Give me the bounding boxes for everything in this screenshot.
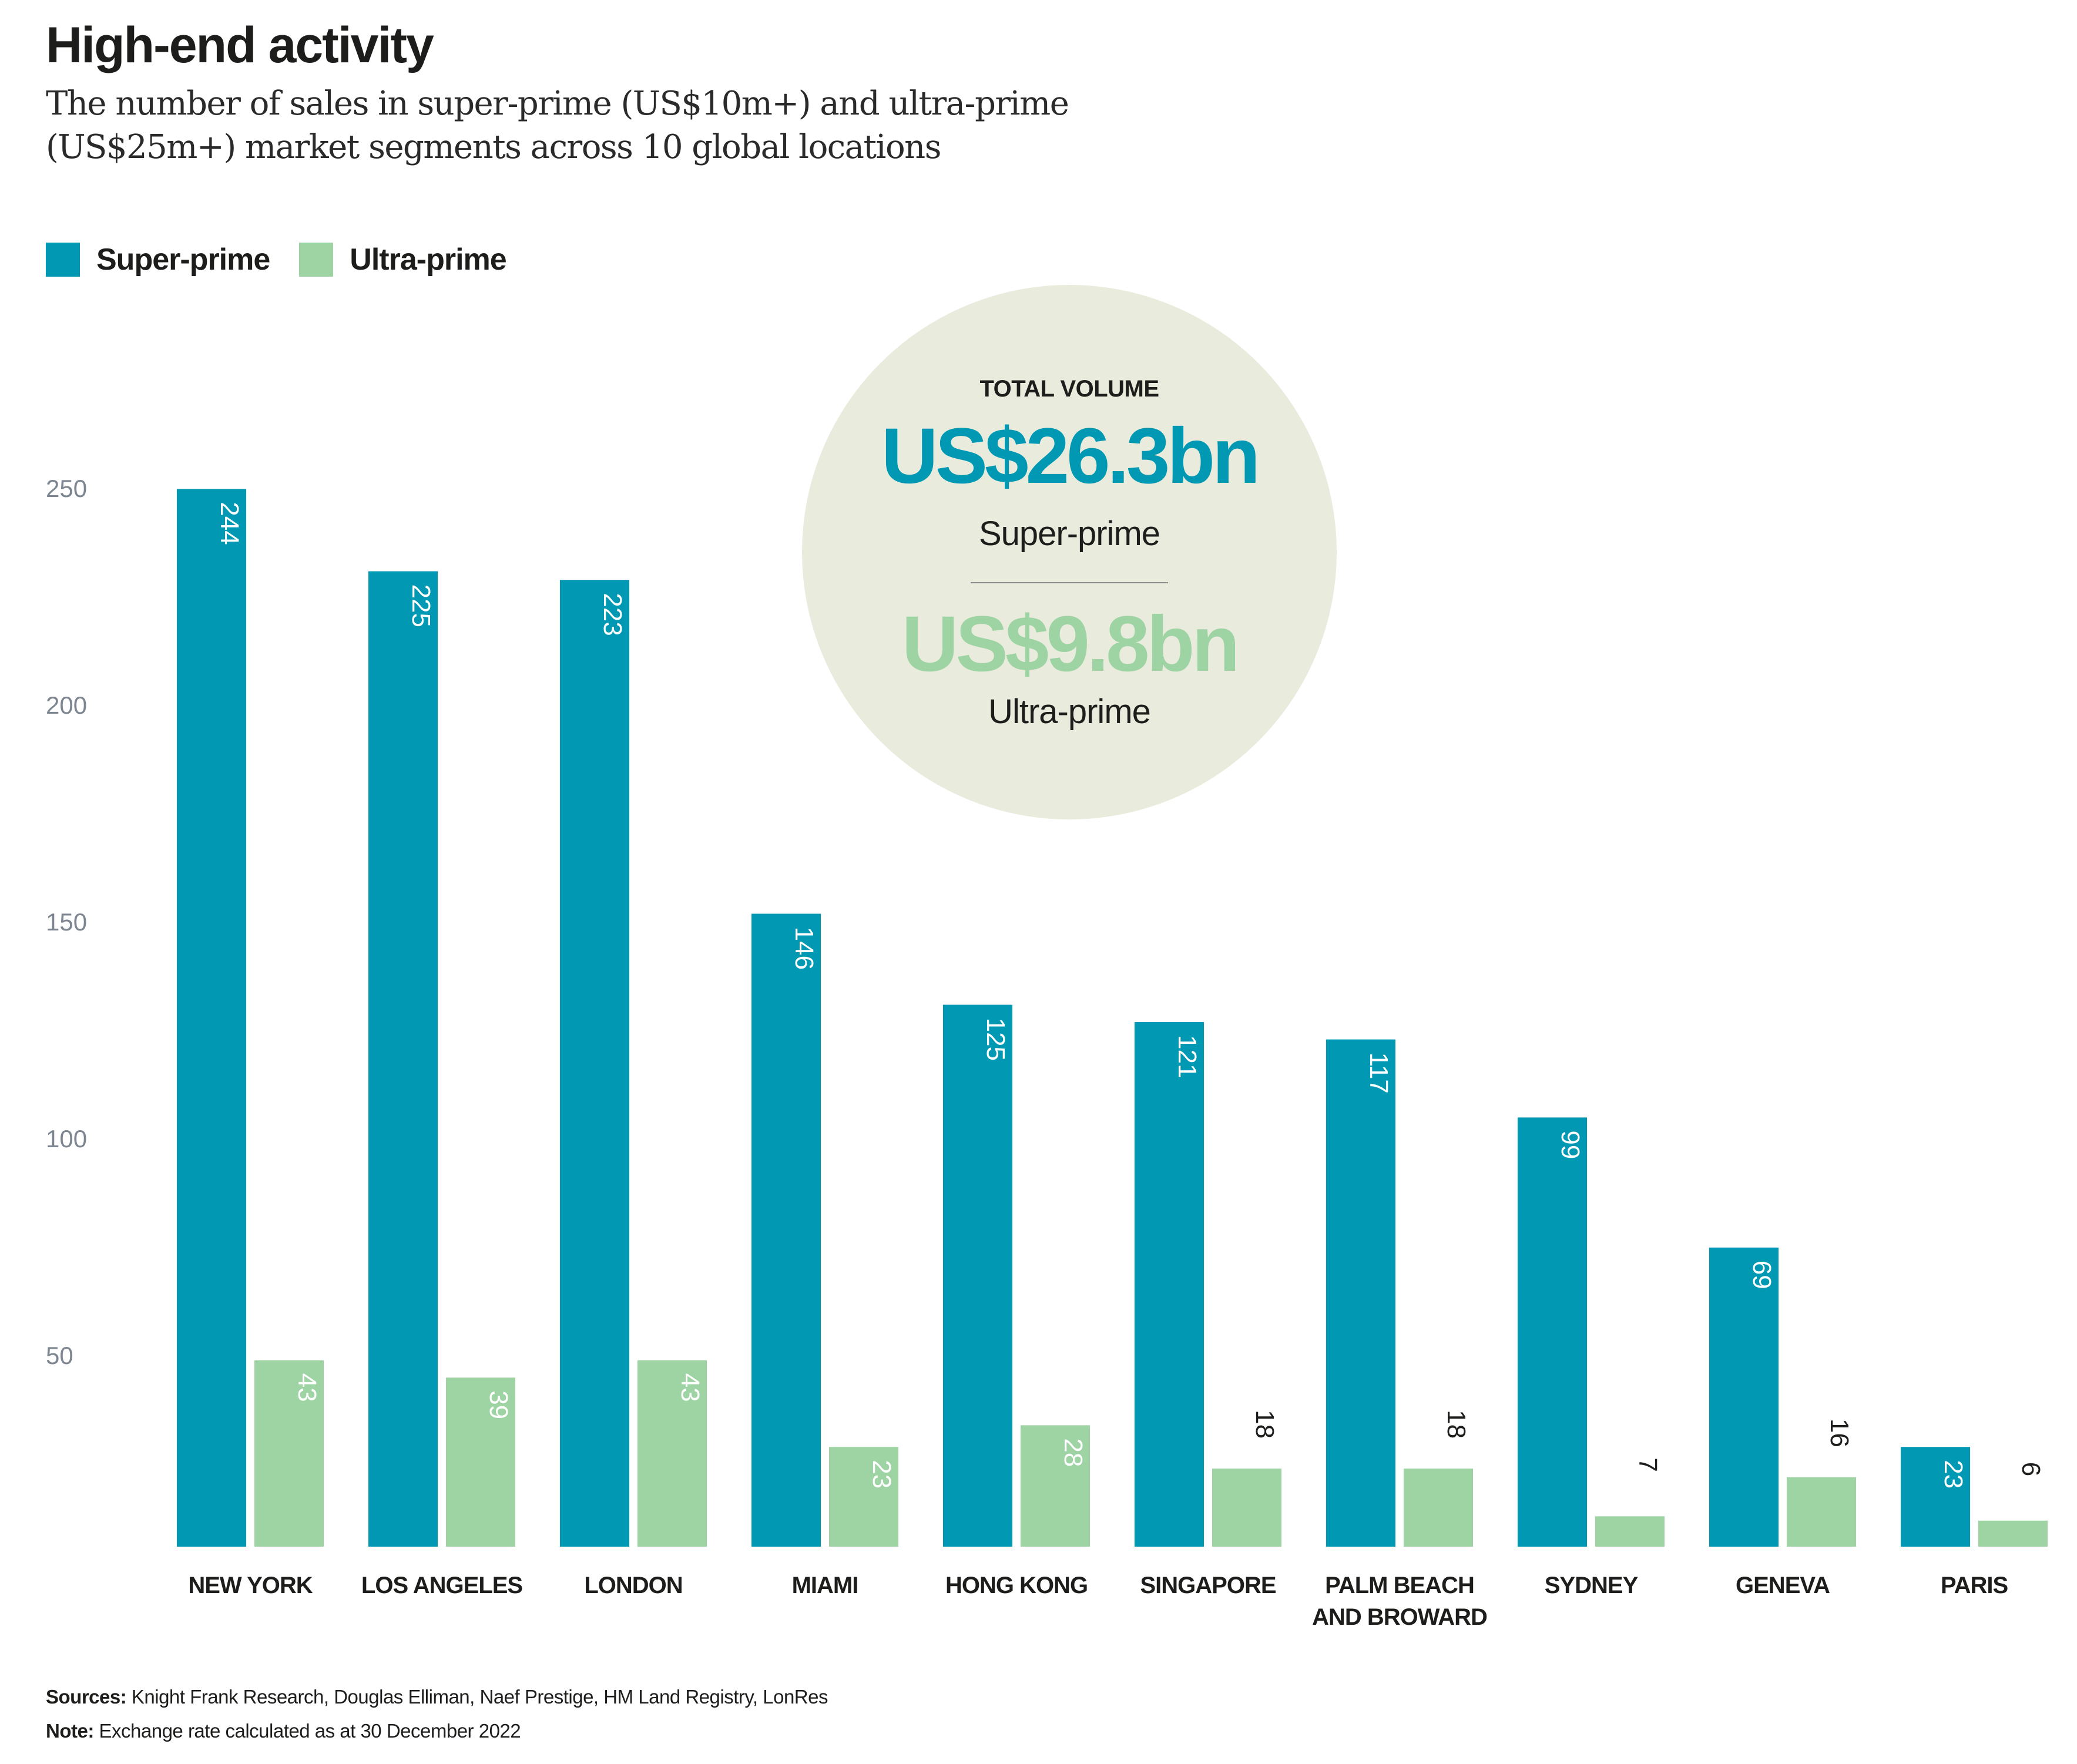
bar-ultra-prime: [1978, 1520, 2048, 1547]
x-axis: NEW YORK LOS ANGELES LONDON MIAMI HONG KONG S…: [188, 1573, 2008, 1630]
chart-title: High-end activity: [46, 17, 434, 73]
bar-value-label: 18: [1250, 1410, 1279, 1439]
bar-group: 225 39: [368, 571, 515, 1547]
bar-super-prime: [943, 1004, 1012, 1547]
bar-ultra-prime: [1404, 1469, 1473, 1547]
bar-group: 244 43: [177, 489, 324, 1547]
bar-ultra-prime: [637, 1360, 707, 1547]
legend-item-ultra-prime: Ultra-prime: [299, 242, 507, 277]
chart-subtitle: The number of sales in super-prime (US$1…: [46, 85, 1069, 166]
bars: 2444322539223431462312528121181171899769…: [177, 489, 2048, 1547]
bar-super-prime: [1135, 1022, 1204, 1547]
x-tick-label: LONDON: [584, 1573, 682, 1598]
callout-ultra-label: Ultra-prime: [988, 693, 1151, 731]
callout-super-value: US$26.3bn: [881, 412, 1260, 500]
bar-group: 125 28: [943, 1004, 1090, 1547]
bar-group: 23 6: [1901, 1447, 2048, 1547]
bar-ultra-prime: [254, 1360, 324, 1547]
bar-value-label: 18: [1442, 1410, 1471, 1439]
bar-value-label: 69: [1747, 1261, 1776, 1289]
bar-value-label: 23: [1939, 1460, 1968, 1489]
y-tick-label: 100: [46, 1125, 87, 1153]
x-tick-label: NEW YORK: [188, 1573, 313, 1598]
callout-divider: [971, 582, 1168, 583]
legend-item-super-prime: Super-prime: [46, 242, 270, 277]
x-tick-label: SYDNEY: [1545, 1573, 1639, 1598]
bar-ultra-prime: [1021, 1425, 1090, 1547]
y-tick-label: 250: [46, 475, 87, 502]
bar-super-prime: [560, 580, 629, 1547]
bar-value-label: 6: [2016, 1462, 2045, 1476]
bar-value-label: 225: [407, 584, 435, 627]
bar-ultra-prime: [1787, 1477, 1856, 1547]
note-line: Note: Exchange rate calculated as at 30 …: [46, 1714, 828, 1748]
bar-value-label: 99: [1556, 1130, 1585, 1159]
bar-super-prime: [177, 489, 246, 1547]
bar-super-prime: [1518, 1117, 1587, 1547]
bar-value-label: 23: [867, 1460, 896, 1489]
bar-value-label: 43: [676, 1373, 704, 1402]
bar-super-prime: [1326, 1039, 1395, 1547]
bar-group: 69 16: [1709, 1247, 1856, 1547]
callout-super-label: Super-prime: [978, 515, 1160, 553]
y-tick-label: 50: [46, 1342, 73, 1369]
bar-value-label: 244: [215, 502, 244, 545]
footer: Sources: Knight Frank Research, Douglas …: [46, 1680, 828, 1748]
bar-value-label: 117: [1364, 1053, 1393, 1094]
bar-super-prime: [1901, 1447, 1970, 1547]
legend-swatch-ultra-prime: [299, 243, 334, 277]
x-tick-label: AND BROWARD: [1312, 1604, 1487, 1630]
x-tick-label: PALM BEACH: [1325, 1573, 1474, 1598]
legend-swatch-super-prime: [46, 243, 80, 277]
bar-group: 99 7: [1518, 1117, 1665, 1547]
note-label: Note:: [46, 1720, 94, 1742]
bar-ultra-prime: [1212, 1469, 1281, 1547]
bar-value-label: 28: [1059, 1438, 1088, 1467]
note-text: Exchange rate calculated as at 30 Decemb…: [93, 1720, 521, 1742]
bar-super-prime: [368, 571, 438, 1547]
bar-ultra-prime: [446, 1377, 515, 1547]
x-tick-label: PARIS: [1941, 1573, 2008, 1598]
bar-super-prime: [1709, 1247, 1779, 1547]
x-tick-label: MIAMI: [792, 1573, 858, 1598]
callout-heading: TOTAL VOLUME: [979, 376, 1159, 402]
bar-value-label: 16: [1825, 1419, 1854, 1447]
bar-value-label: 121: [1173, 1035, 1202, 1078]
x-tick-label: SINGAPORE: [1140, 1573, 1276, 1598]
legend-label-ultra-prime: Ultra-prime: [350, 243, 506, 277]
bar-group: 146 23: [751, 913, 898, 1547]
bar-value-label: 146: [790, 927, 818, 970]
bar-value-label: 43: [293, 1373, 321, 1402]
legend: Super-prime Ultra-prime: [46, 242, 536, 277]
bar-value-label: 39: [484, 1390, 513, 1419]
legend-label-super-prime: Super-prime: [96, 243, 270, 277]
y-tick-label: 150: [46, 908, 87, 936]
total-volume-callout: TOTAL VOLUME US$26.3bn Super-prime US$9.…: [802, 285, 1337, 819]
y-tick-label: 200: [46, 691, 87, 719]
bar-value-label: 223: [598, 593, 627, 636]
sources-line: Sources: Knight Frank Research, Douglas …: [46, 1680, 828, 1714]
bar-group: 117 18: [1326, 1039, 1473, 1547]
bar-group: 121 18: [1135, 1022, 1281, 1547]
sources-label: Sources:: [46, 1686, 127, 1708]
callout-ultra-value: US$9.8bn: [901, 600, 1240, 688]
sources-text: Knight Frank Research, Douglas Elliman, …: [126, 1686, 828, 1708]
bar-ultra-prime: [829, 1447, 898, 1547]
bar-value-label: 125: [981, 1018, 1010, 1061]
x-tick-label: GENEVA: [1736, 1573, 1830, 1598]
x-tick-label: LOS ANGELES: [361, 1573, 523, 1598]
bar-group: 223 43: [560, 580, 707, 1547]
bar-value-label: 7: [1633, 1457, 1662, 1471]
x-tick-label: HONG KONG: [945, 1573, 1088, 1598]
bar-ultra-prime: [1595, 1516, 1665, 1547]
y-axis: 50 100 150 200 250: [46, 475, 87, 1369]
bar-super-prime: [751, 913, 821, 1547]
